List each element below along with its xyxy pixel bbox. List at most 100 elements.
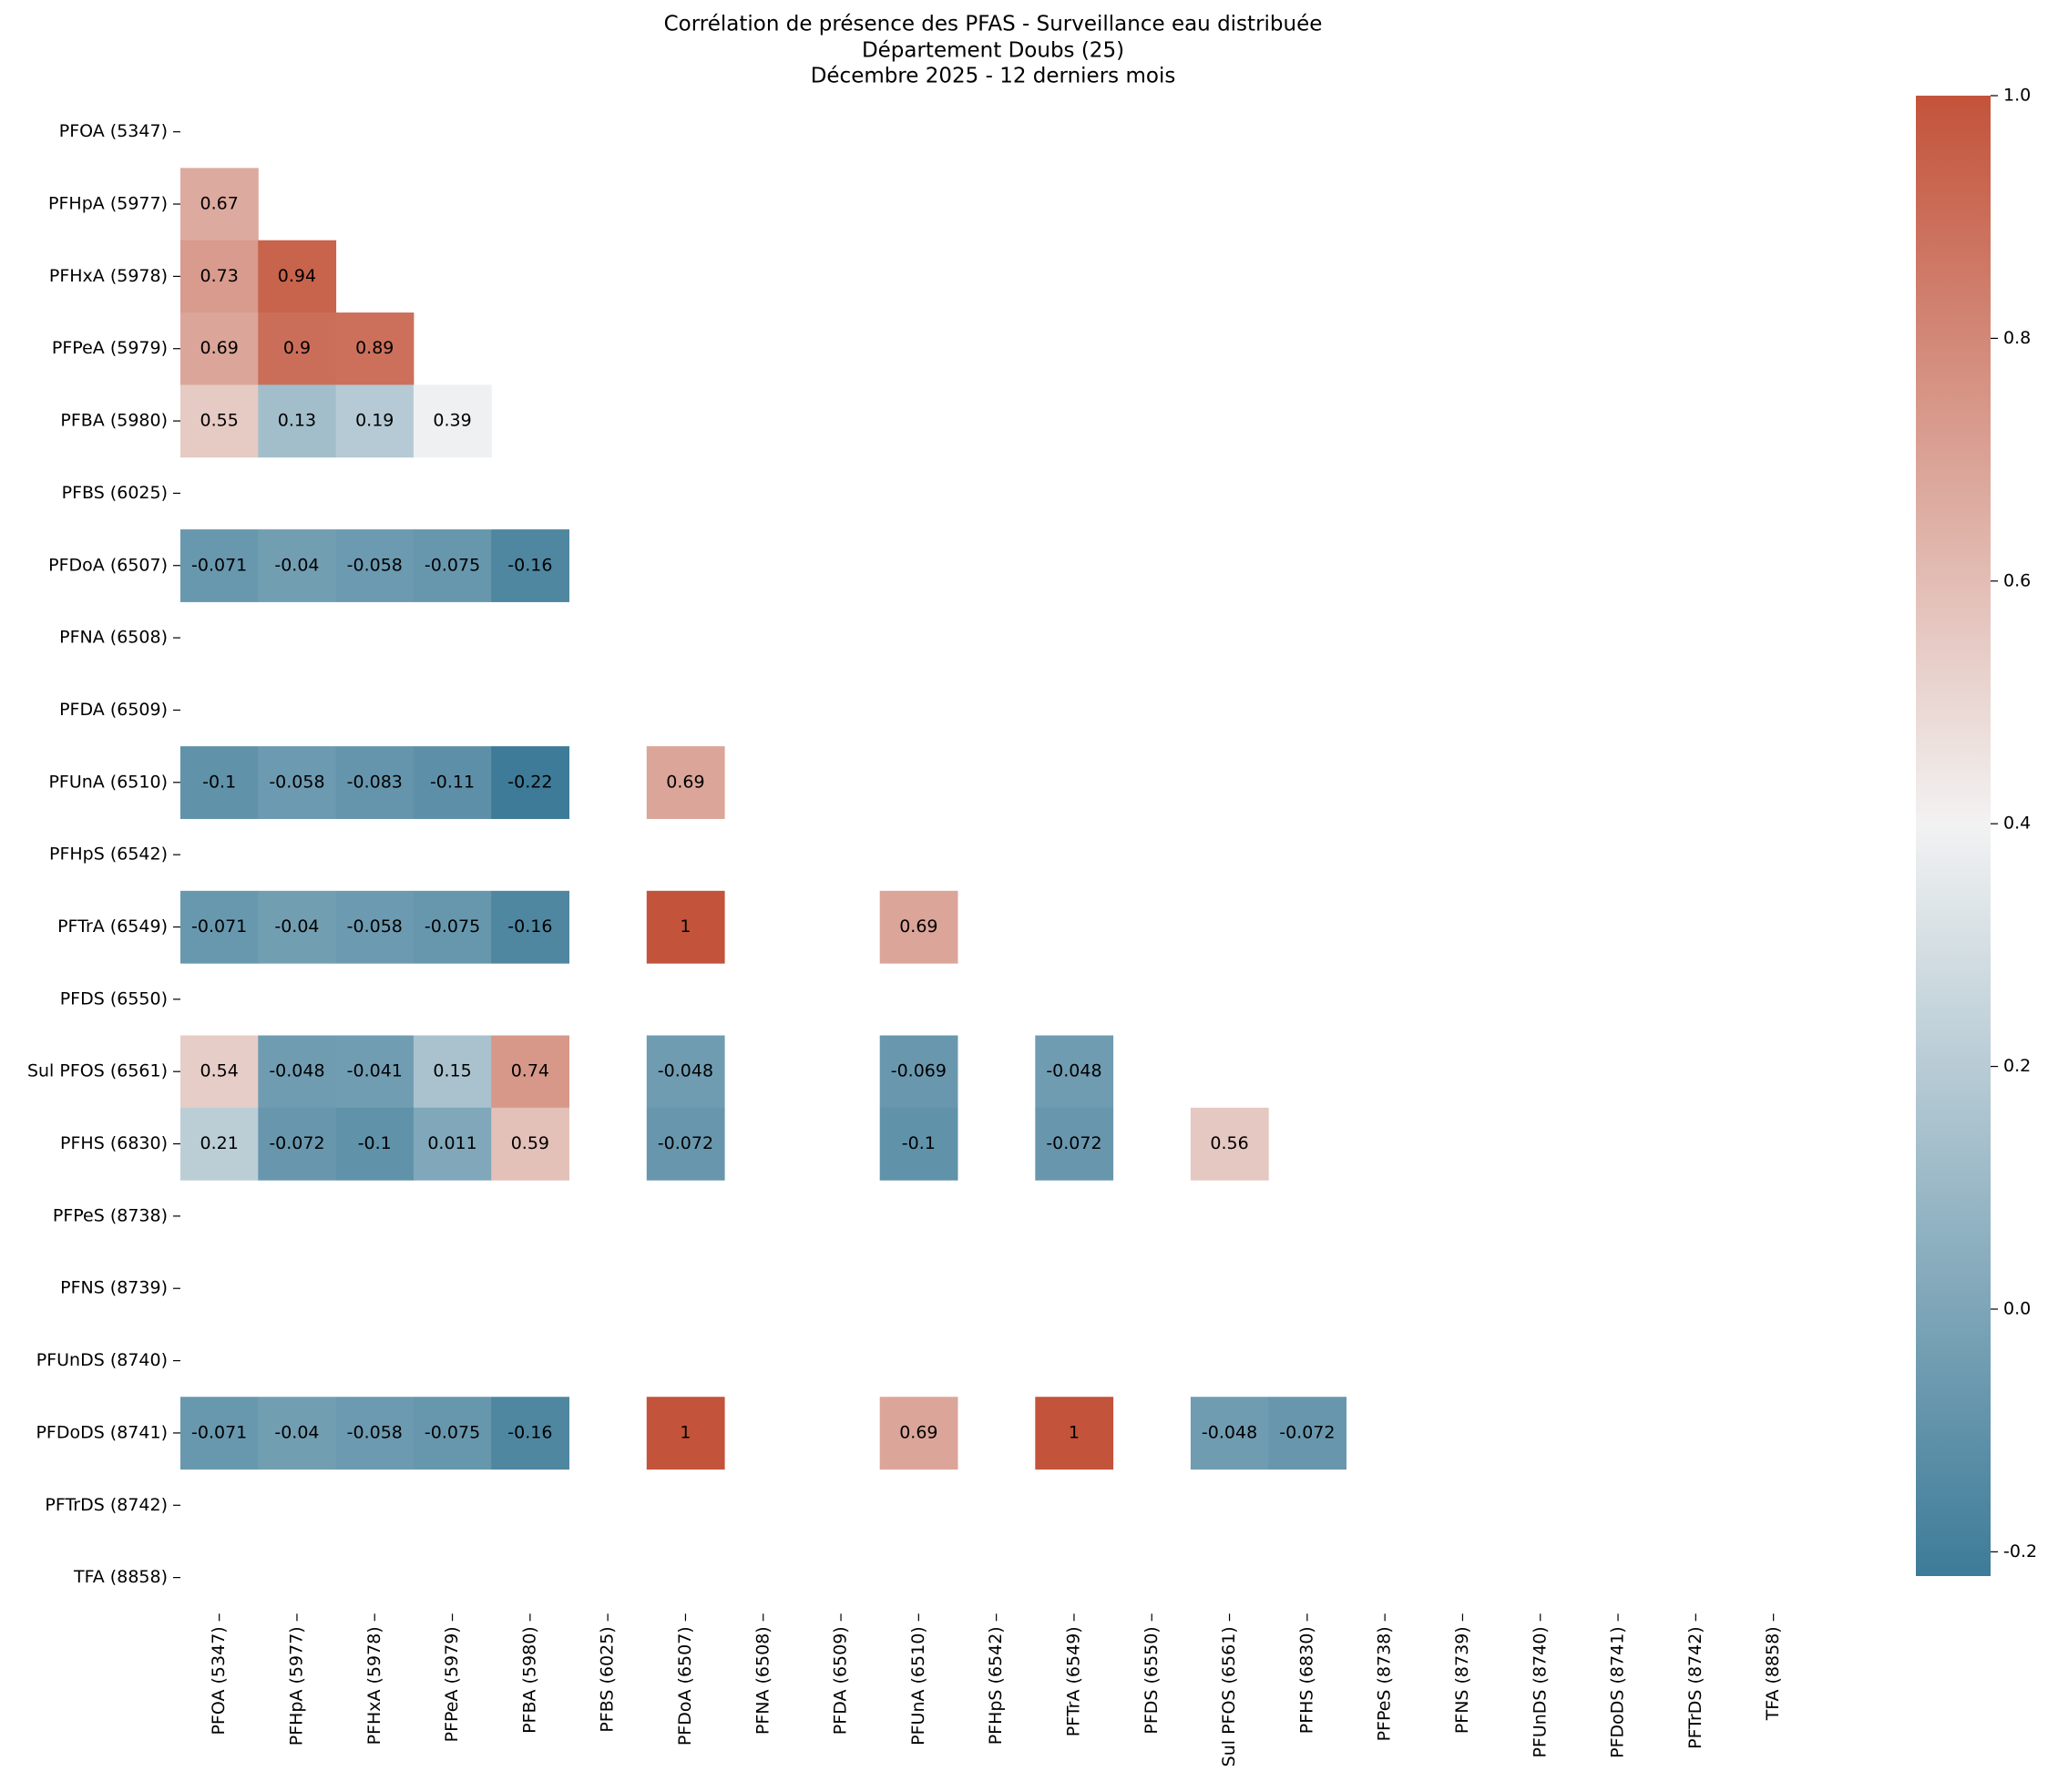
cell	[258, 890, 337, 964]
y-tick-label: PFHxA (5978)	[49, 266, 168, 286]
x-tick-label: PFDS (6550)	[1142, 1626, 1162, 1734]
x-tick-label: PFBA (5980)	[519, 1626, 539, 1734]
cell	[180, 1397, 259, 1470]
x-tick-label: PFDoA (6507)	[675, 1626, 695, 1746]
cell	[413, 1397, 492, 1470]
cell	[335, 529, 415, 602]
y-tick-label: PFDoDS (8741)	[36, 1422, 168, 1442]
cell	[646, 746, 725, 819]
x-tick-label: PFDoDS (8741)	[1608, 1626, 1628, 1758]
cell	[180, 890, 259, 964]
cell	[258, 240, 337, 313]
x-tick-label: PFOA (5347)	[209, 1626, 229, 1735]
x-tick-label: PFPeA (5979)	[442, 1626, 462, 1742]
cell	[1268, 1397, 1346, 1470]
y-tick-label: PFDA (6509)	[59, 700, 168, 720]
cell	[180, 240, 259, 313]
y-tick-label: PFUnA (6510)	[48, 772, 168, 792]
colorbar-tick-label: 0.0	[2003, 1298, 2031, 1318]
x-tick-label: PFHS (6830)	[1296, 1626, 1316, 1734]
cell-label: -0.1	[202, 772, 236, 792]
colorbar-tick-label: 0.4	[2003, 814, 2031, 834]
cell-label: 1	[1069, 1422, 1080, 1442]
cell	[646, 1035, 725, 1109]
cell	[413, 384, 492, 458]
x-tick-label: PFNA (6508)	[753, 1626, 773, 1735]
colorbar-tick-label: 1.0	[2003, 86, 2031, 106]
cell	[879, 1107, 958, 1181]
cell	[258, 529, 337, 602]
chart-title: Corrélation de présence des PFAS - Surve…	[664, 13, 1323, 36]
cell-label: 0.56	[1210, 1133, 1248, 1153]
cell-label: -0.075	[425, 916, 480, 937]
cell-label: 0.69	[666, 772, 704, 792]
x-tick-label: PFBS (6025)	[598, 1626, 618, 1732]
y-tick-label: TFA (8858)	[73, 1567, 168, 1587]
cell-label: 0.54	[200, 1061, 238, 1081]
cell-label: 0.21	[200, 1133, 238, 1153]
cell-label: 0.69	[200, 338, 238, 358]
cell	[335, 890, 415, 964]
cell-label: 0.89	[355, 338, 394, 358]
cell	[335, 384, 415, 458]
cell-label: -0.041	[347, 1061, 403, 1081]
y-tick-label: PFBA (5980)	[60, 411, 168, 431]
cell	[413, 1107, 492, 1181]
cell	[491, 1397, 569, 1470]
x-tick-label: PFHpS (6542)	[986, 1626, 1006, 1745]
cell	[180, 168, 259, 241]
cell-label: 0.9	[283, 338, 311, 358]
cell	[258, 1035, 337, 1109]
y-tick-label: PFHS (6830)	[60, 1133, 168, 1153]
cell-label: -0.16	[507, 1422, 552, 1442]
cell	[335, 1107, 415, 1181]
cell	[335, 312, 415, 385]
cell-label: -0.083	[347, 772, 403, 792]
y-tick-label: PFDoA (6507)	[48, 555, 168, 575]
cell-label: -0.16	[507, 555, 552, 575]
cell	[413, 890, 492, 964]
cell	[258, 1107, 337, 1181]
cell-label: 0.69	[899, 916, 937, 937]
y-tick-label: PFTrDS (8742)	[45, 1495, 168, 1515]
cell	[180, 746, 259, 819]
cell	[879, 890, 958, 964]
x-tick-label: PFHxA (5978)	[364, 1626, 384, 1745]
y-tick-label: Sul PFOS (6561)	[27, 1061, 168, 1081]
cell-label: -0.075	[425, 1422, 480, 1442]
cell-label: -0.072	[269, 1133, 324, 1153]
y-tick-label: PFDS (6550)	[60, 988, 168, 1009]
y-tick-label: PFBS (6025)	[62, 483, 168, 503]
y-tick-label: PFNA (6508)	[59, 628, 168, 648]
cell-label: -0.058	[347, 555, 403, 575]
x-tick-label: PFHpA (5977)	[286, 1626, 306, 1746]
cell	[335, 746, 415, 819]
cell	[879, 1397, 958, 1470]
cell-label: -0.22	[507, 772, 552, 792]
cell-label: -0.058	[347, 1422, 403, 1442]
cell-label: -0.04	[274, 916, 319, 937]
cell-label: -0.072	[1279, 1422, 1335, 1442]
cell	[413, 529, 492, 602]
cell-label: -0.1	[902, 1133, 936, 1153]
cell	[180, 529, 259, 602]
chart-subtitle: Décembre 2025 - 12 derniers mois	[811, 65, 1176, 88]
cell	[491, 746, 569, 819]
cell-label: 0.74	[511, 1061, 549, 1081]
cell	[646, 890, 725, 964]
x-tick-label: PFNS (8739)	[1452, 1626, 1472, 1734]
x-tick-label: TFA (8858)	[1763, 1626, 1783, 1721]
cell	[491, 529, 569, 602]
cell-label: 0.55	[200, 411, 238, 431]
y-tick-label: PFHpA (5977)	[48, 194, 168, 214]
cell-label: 0.011	[427, 1133, 476, 1153]
cell-label: 0.15	[433, 1061, 471, 1081]
cell-label: -0.048	[1046, 1061, 1101, 1081]
cell-label: -0.075	[425, 555, 480, 575]
cell	[180, 312, 259, 385]
y-tick-label: PFPeA (5979)	[52, 338, 168, 358]
cell-label: 1	[680, 1422, 691, 1442]
cell	[258, 384, 337, 458]
x-tick-label: PFPeS (8738)	[1375, 1626, 1395, 1741]
